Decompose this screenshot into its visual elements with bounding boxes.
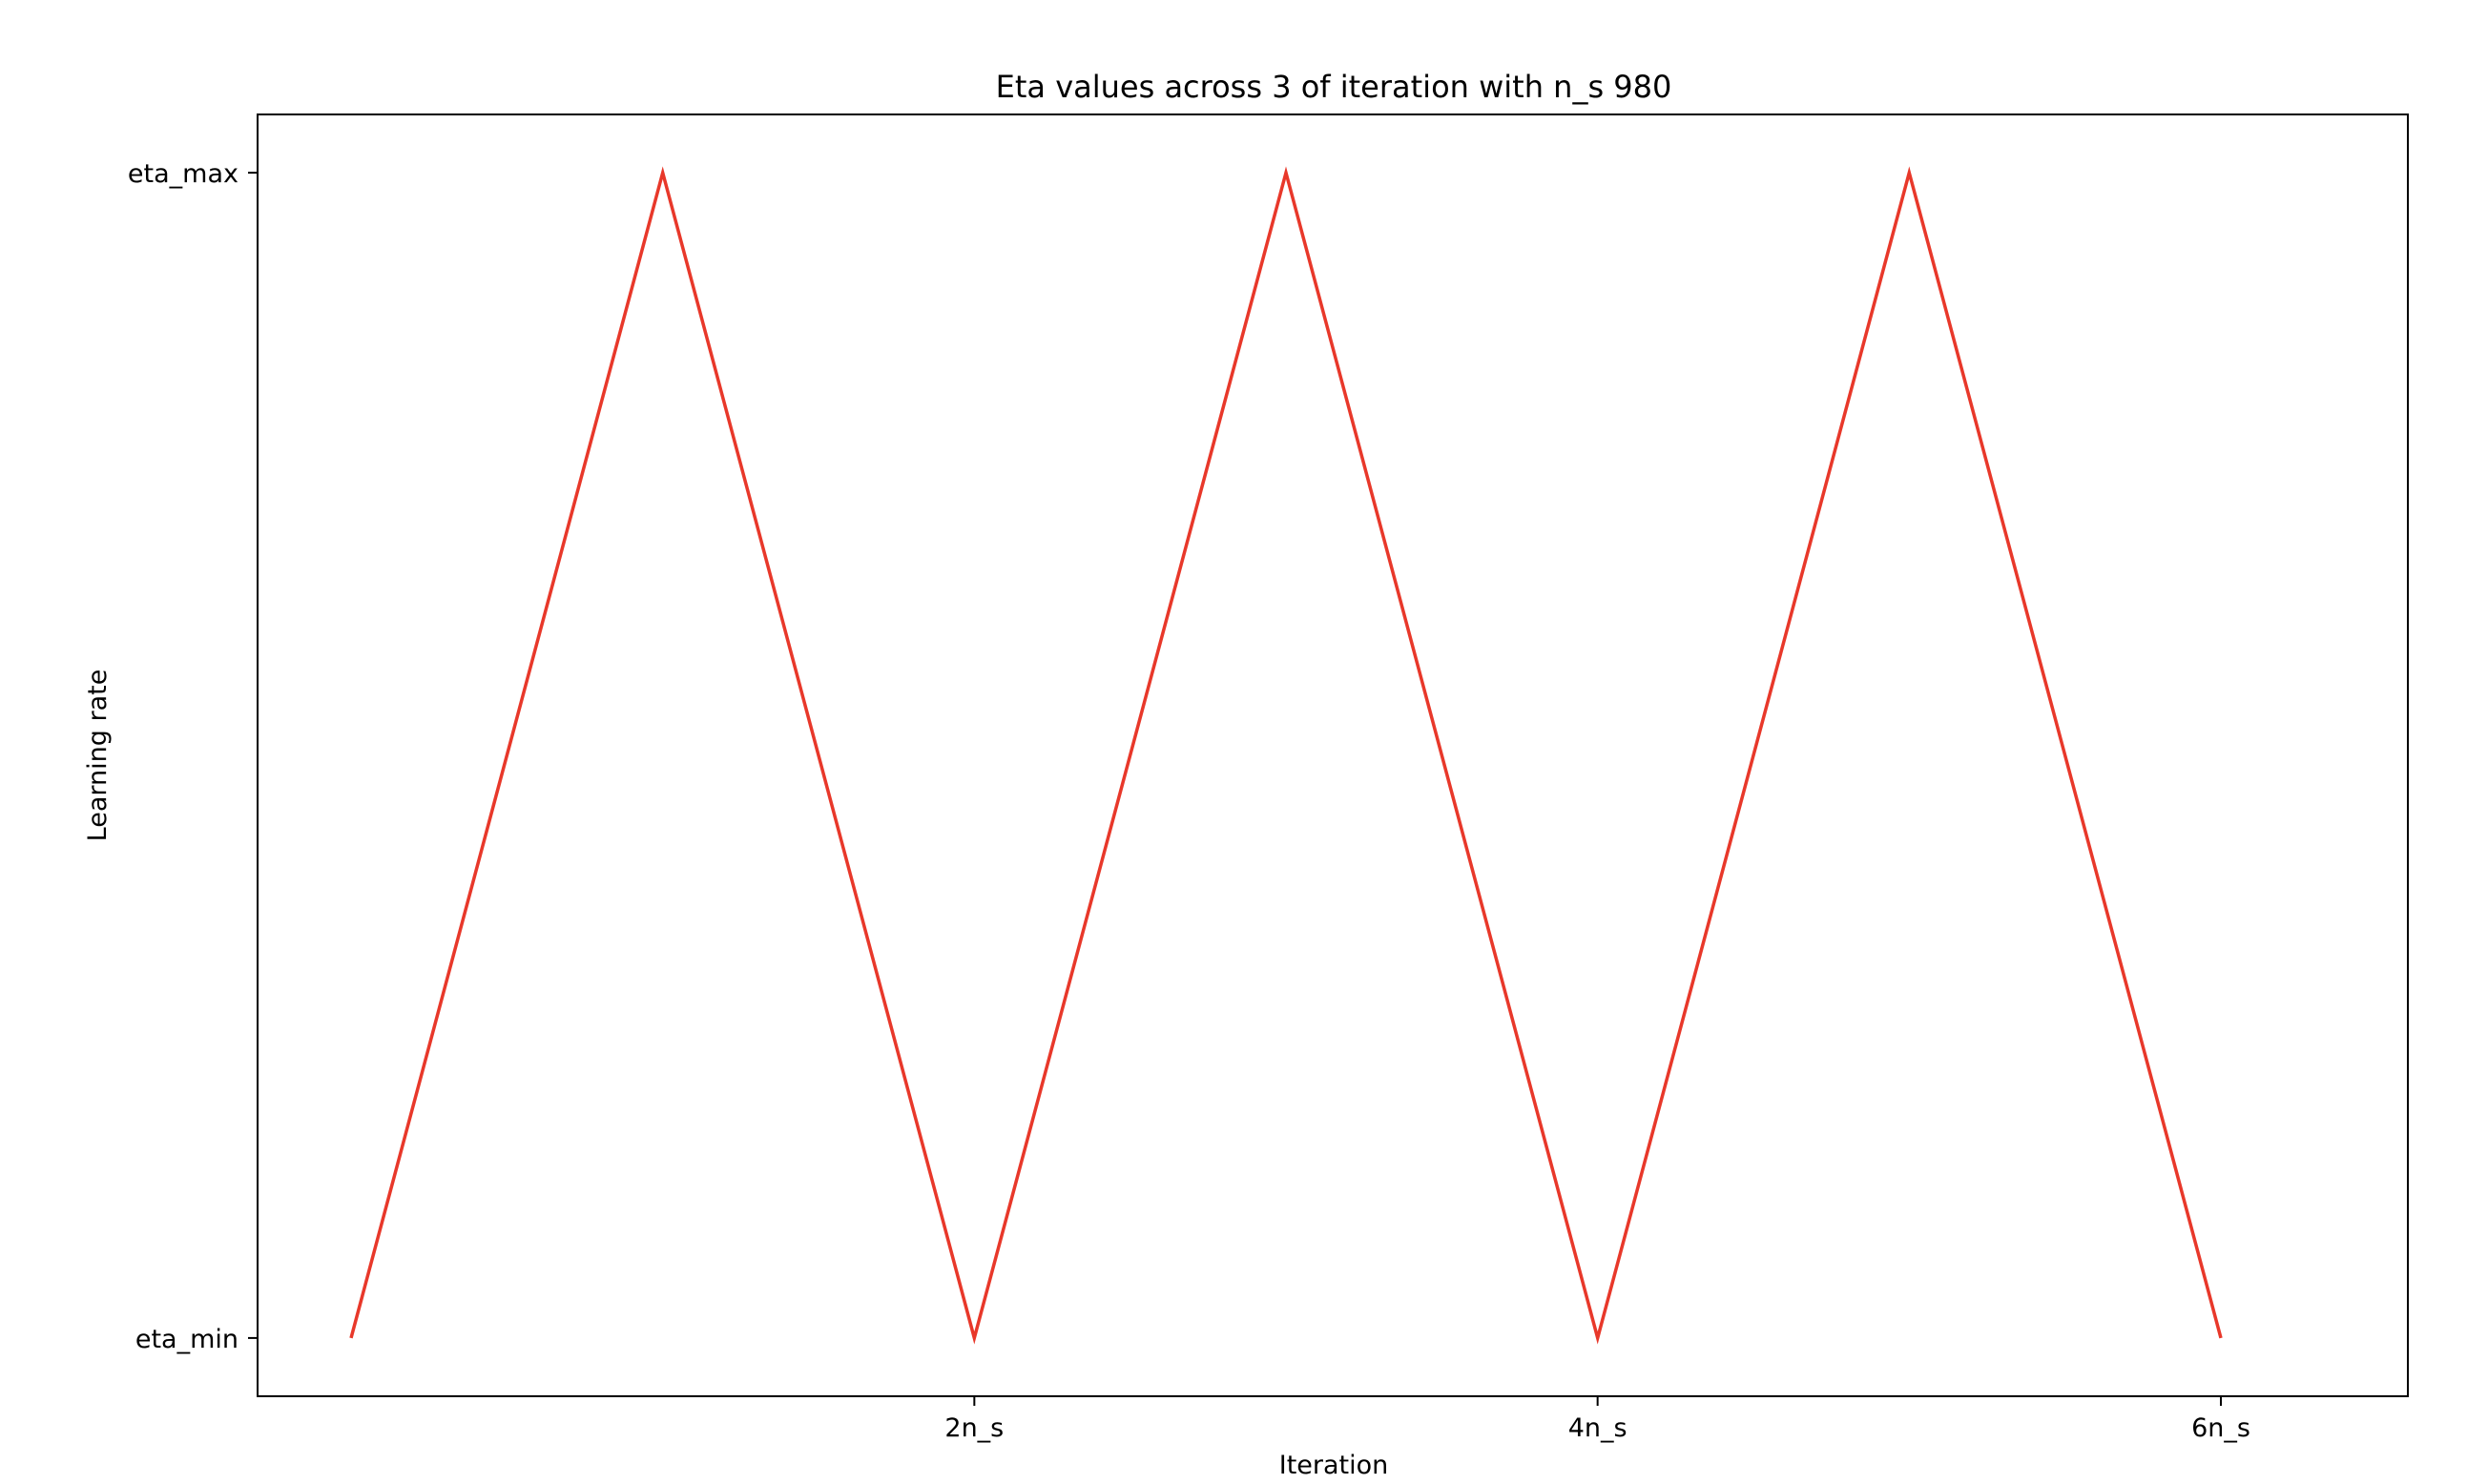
chart-title: Eta values across 3 of iteration with n_…: [996, 69, 1672, 105]
x-tick-label: 4n_s: [1568, 1413, 1627, 1443]
axes-frame: [257, 113, 2409, 1397]
y-axis-label: Learning rate: [83, 670, 113, 842]
x-axis-ticks: 2n_s 4n_s 6n_s: [944, 1396, 2250, 1443]
y-axis-ticks: eta_min eta_max: [128, 159, 258, 1354]
x-axis-label: Iteration: [1279, 1451, 1389, 1480]
plot-area: [349, 166, 2223, 1345]
series-line-0: [349, 166, 2223, 1345]
y-tick-label: eta_max: [128, 159, 238, 189]
x-tick-label: 2n_s: [944, 1413, 1004, 1443]
y-tick-label: eta_min: [135, 1325, 238, 1354]
x-tick-label: 6n_s: [2191, 1413, 2250, 1443]
